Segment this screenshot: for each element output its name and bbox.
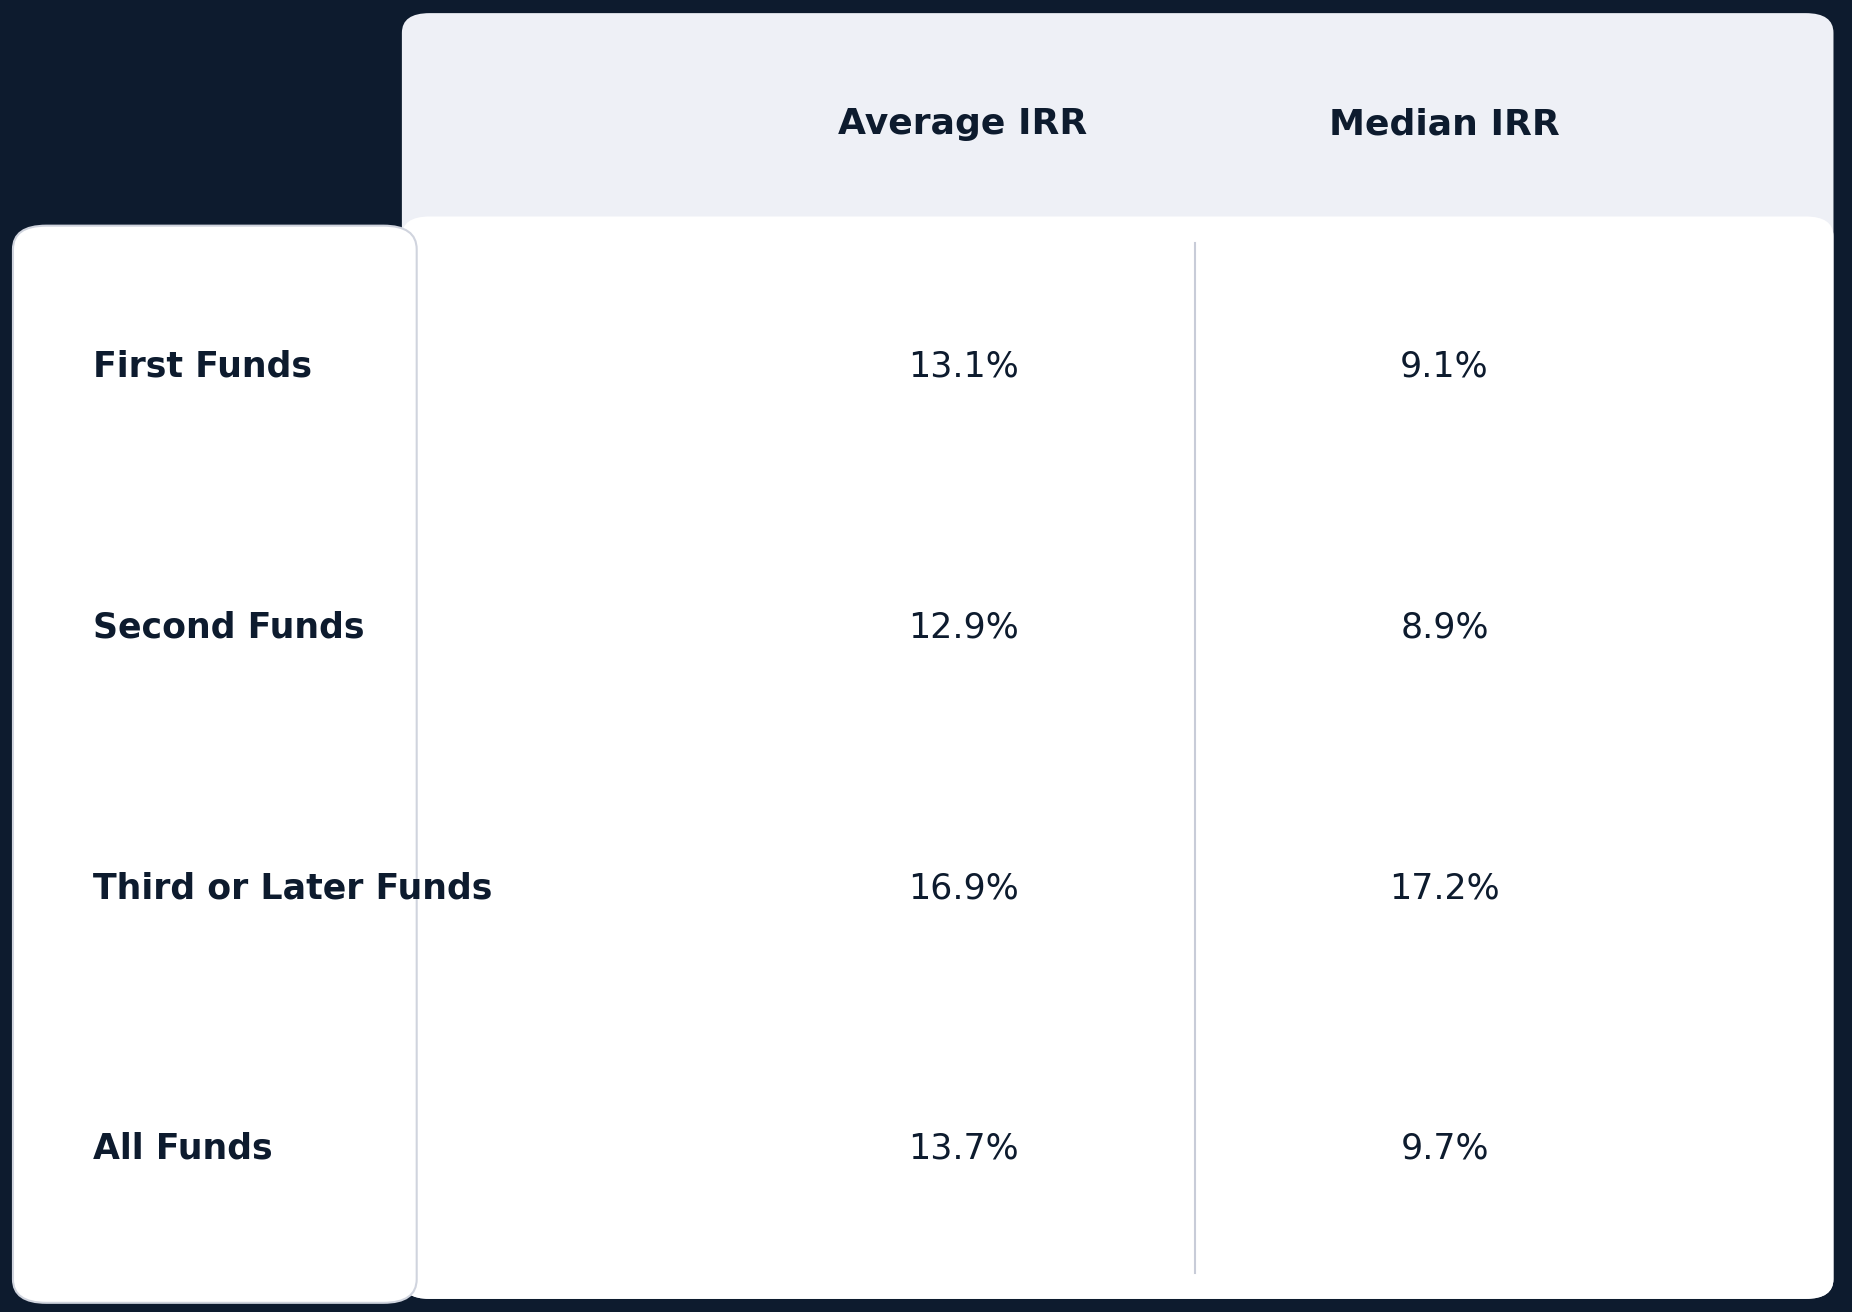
FancyBboxPatch shape: [402, 216, 1833, 1299]
Text: 13.1%: 13.1%: [907, 349, 1019, 383]
Text: Average IRR: Average IRR: [839, 108, 1087, 142]
Text: Median IRR: Median IRR: [1330, 108, 1559, 142]
Text: Second Funds: Second Funds: [93, 610, 365, 644]
Text: 8.9%: 8.9%: [1400, 610, 1489, 644]
Text: 16.9%: 16.9%: [907, 871, 1019, 905]
FancyBboxPatch shape: [402, 13, 1833, 1299]
Text: Third or Later Funds: Third or Later Funds: [93, 871, 493, 905]
Text: All Funds: All Funds: [93, 1132, 272, 1166]
Text: 13.7%: 13.7%: [907, 1132, 1019, 1166]
Text: 17.2%: 17.2%: [1389, 871, 1500, 905]
Text: 9.7%: 9.7%: [1400, 1132, 1489, 1166]
Text: 9.1%: 9.1%: [1400, 349, 1489, 383]
FancyBboxPatch shape: [13, 226, 417, 1303]
Text: First Funds: First Funds: [93, 349, 311, 383]
Text: 12.9%: 12.9%: [907, 610, 1019, 644]
